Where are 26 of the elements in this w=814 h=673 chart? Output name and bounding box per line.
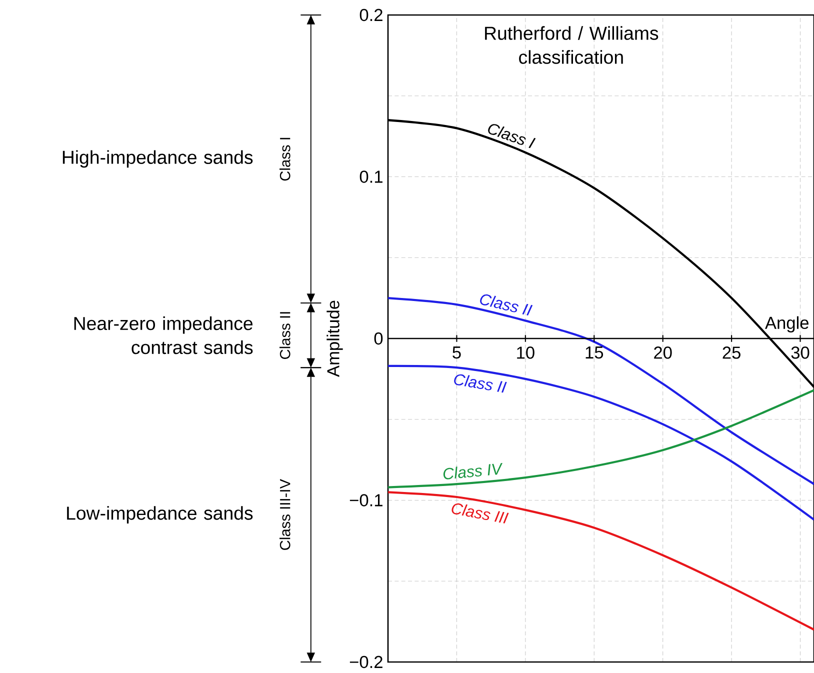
text: Class II — [280, 312, 290, 359]
text: Near-zero impedance contrast sands — [74, 316, 253, 354]
text: Class II — [454, 374, 507, 393]
x-tick-label: 5 — [452, 346, 461, 359]
y-tick-label: 0.1 — [360, 170, 382, 183]
y-tick-label: 0 — [374, 332, 383, 345]
text: High-impedance sands — [62, 150, 253, 168]
x-tick-label: 20 — [654, 346, 672, 359]
text: Low-impedance sands — [67, 506, 253, 524]
text: Class IV — [443, 463, 503, 480]
y-tick-label: 0.2 — [360, 8, 382, 22]
y-tick-label: −0.1 — [350, 494, 382, 506]
y-axis-title: Amplitude — [326, 300, 343, 377]
text: Class III — [452, 503, 509, 524]
x-axis-title: Angle — [765, 316, 809, 332]
text: Class I — [488, 124, 536, 148]
x-tick-label: 15 — [586, 346, 604, 359]
y-tick-label: −0.2 — [350, 656, 382, 668]
x-tick-label: 10 — [517, 346, 534, 359]
text: Class III-IV — [280, 479, 290, 550]
text: Rutherford / Williams classification — [485, 26, 658, 64]
text: Class II — [480, 294, 533, 316]
x-tick-label: 30 — [791, 346, 810, 359]
text: Class I — [280, 138, 290, 181]
x-tick-label: 25 — [722, 346, 740, 359]
line-series — [386, 491, 814, 631]
